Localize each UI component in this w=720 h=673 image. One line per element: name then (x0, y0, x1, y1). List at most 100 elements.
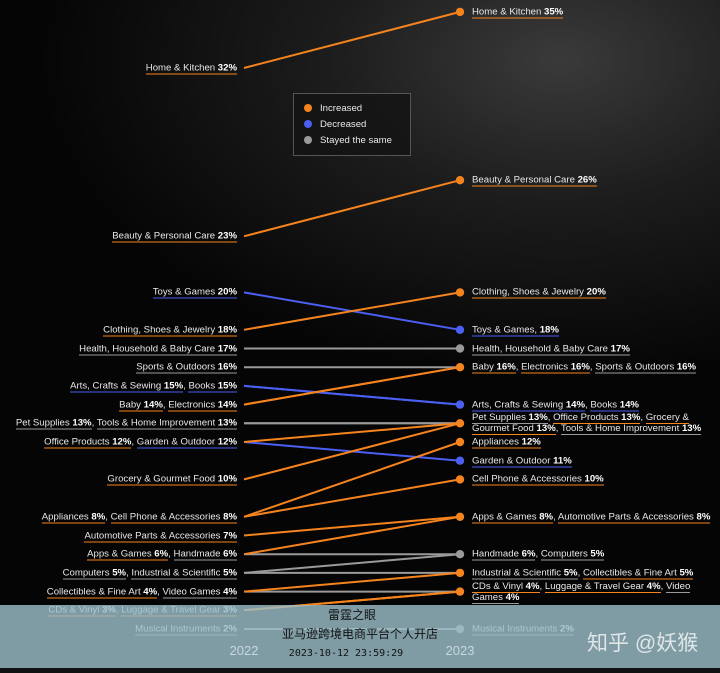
data-label: Books 14% (590, 399, 639, 412)
data-label: Health, Household & Baby Care 17% (79, 343, 237, 355)
watermark-timestamp: 2023-10-12 23:59:29 (288, 648, 404, 659)
watermark-band (0, 605, 720, 668)
data-label: Tools & Home Improvement 13% (560, 423, 702, 436)
data-value: 6% (223, 548, 237, 560)
legend-label: Decreased (320, 118, 367, 130)
slope-line (243, 179, 461, 238)
data-label: Grocery & Gourmet Food 10% (107, 473, 237, 486)
data-label: Office Products 13% (553, 412, 641, 425)
point-2023 (455, 419, 465, 428)
data-value: 4% (223, 586, 237, 598)
slope-line (243, 384, 461, 406)
x-tick-2022: 2022 (229, 643, 259, 658)
data-value: 8% (539, 511, 554, 523)
label-2023: Apps & Games 8%, Automotive Parts & Acce… (472, 511, 711, 524)
data-value: 13% (217, 417, 237, 429)
label-2023: Home & Kitchen 35% (472, 6, 718, 19)
data-label: Appliances 12% (472, 436, 541, 449)
point-2023 (455, 475, 465, 484)
data-value: 12% (112, 436, 132, 448)
data-label: Clothing, Shoes & Jewelry 20% (472, 286, 606, 299)
point-2023 (455, 587, 465, 596)
data-label: Electronics 14% (168, 399, 237, 412)
data-value: 14% (619, 399, 639, 411)
data-label: Appliances 8% (41, 511, 106, 524)
label-2022: Baby 14%, Electronics 14% (119, 399, 237, 412)
label-2023: Pet Supplies 13%, Office Products 13%, G… (472, 412, 702, 436)
label-2023: Baby 16%, Electronics 16%, Sports & Outd… (472, 361, 697, 374)
watermark-subtitle: 亚马逊跨境电商平台个人开店 (281, 627, 439, 641)
data-label: Automotive Parts & Accessories 7% (84, 530, 237, 542)
data-value: 4% (505, 591, 520, 603)
data-value: 6% (154, 548, 169, 560)
label-2023: Industrial & Scientific 5%, Collectibles… (472, 567, 694, 580)
data-value: 16% (570, 361, 590, 373)
data-label: Apps & Games 6% (87, 548, 169, 561)
data-value: 10% (217, 473, 237, 485)
label-2022: Health, Household & Baby Care 17% (79, 343, 237, 355)
data-label: Arts, Crafts & Sewing 14% (472, 399, 586, 412)
label-2023: CDs & Vinyl 4%, Luggage & Travel Gear 4%… (472, 580, 691, 604)
data-value: 11% (553, 455, 572, 467)
label-2022: Beauty & Personal Care 23% (112, 230, 237, 243)
data-value: 8% (91, 511, 106, 523)
data-label: Video Games 4% (162, 586, 237, 599)
data-value: 5% (223, 567, 237, 579)
label-2022: Sports & Outdoors 16% (136, 361, 237, 374)
data-value: 17% (610, 343, 630, 354)
label-2022: Automotive Parts & Accessories 7% (84, 530, 237, 542)
data-value: 13% (681, 423, 702, 435)
data-label: Tools & Home Improvement 13% (96, 417, 237, 430)
data-label: Health, Household & Baby Care 17% (472, 343, 630, 355)
data-label: Cell Phone & Accessories 10% (472, 473, 604, 486)
data-label: Baby 16% (472, 361, 516, 374)
point-2023 (455, 325, 465, 334)
label-2022: Computers 5%, Industrial & Scientific 5% (62, 567, 237, 580)
data-value: 20% (586, 286, 606, 298)
legend-item-same: Stayed the same (304, 132, 410, 148)
slope-line (243, 441, 461, 518)
watermark-site: 知乎 @妖猴 (587, 632, 699, 655)
label-2023: Handmade 6%, Computers 5% (472, 548, 605, 561)
label-2022: Pet Supplies 13%, Tools & Home Improveme… (15, 417, 237, 430)
legend: Increased Decreased Stayed the same (293, 93, 411, 156)
bottom-bar (0, 668, 720, 673)
data-label: Sports & Outdoors 16% (136, 361, 237, 374)
data-value: 14% (143, 399, 163, 411)
label-2022: Apps & Games 6%, Handmade 6% (87, 548, 237, 561)
label-2022: Collectibles & Fine Art 4%, Video Games … (46, 586, 237, 599)
data-value: 16% (676, 361, 697, 373)
data-value: 4% (525, 580, 540, 592)
data-label: Home & Kitchen 32% (145, 62, 237, 75)
data-label: Clothing, Shoes & Jewelry 18% (103, 324, 237, 337)
point-2023 (455, 550, 465, 559)
legend-label: Stayed the same (320, 134, 392, 146)
data-value: 13% (621, 412, 641, 424)
data-value: 15% (217, 380, 237, 392)
point-2023 (455, 512, 465, 521)
data-value: 13% (536, 423, 556, 435)
data-value: 10% (584, 473, 604, 485)
watermark-title: 雷霆之眼 (327, 608, 377, 622)
data-label: Computers 5% (540, 548, 605, 561)
label-2023: Beauty & Personal Care 26% (472, 174, 718, 187)
data-value: 8% (696, 511, 711, 523)
data-label: Handmade 6% (472, 548, 536, 561)
slope-line (243, 515, 461, 556)
data-label: Books 15% (188, 380, 237, 393)
legend-label: Increased (320, 102, 363, 114)
label-2023: Cell Phone & Accessories 10% (472, 473, 718, 486)
label-2023: Appliances 12% (472, 436, 718, 449)
legend-dot-increased (304, 104, 312, 112)
x-tick-2023: 2023 (445, 643, 475, 658)
data-value: 35% (544, 6, 564, 18)
slope-line (243, 422, 461, 443)
data-label: Baby 14% (119, 399, 163, 412)
data-label: Pet Supplies 13% (472, 412, 548, 425)
label-2023: Arts, Crafts & Sewing 14%, Books 14% (472, 399, 639, 412)
data-value: 5% (679, 567, 694, 579)
data-value: 32% (217, 62, 237, 74)
data-label: Grocery & Gourmet Food 13% (472, 412, 689, 436)
data-value: 5% (563, 567, 578, 579)
